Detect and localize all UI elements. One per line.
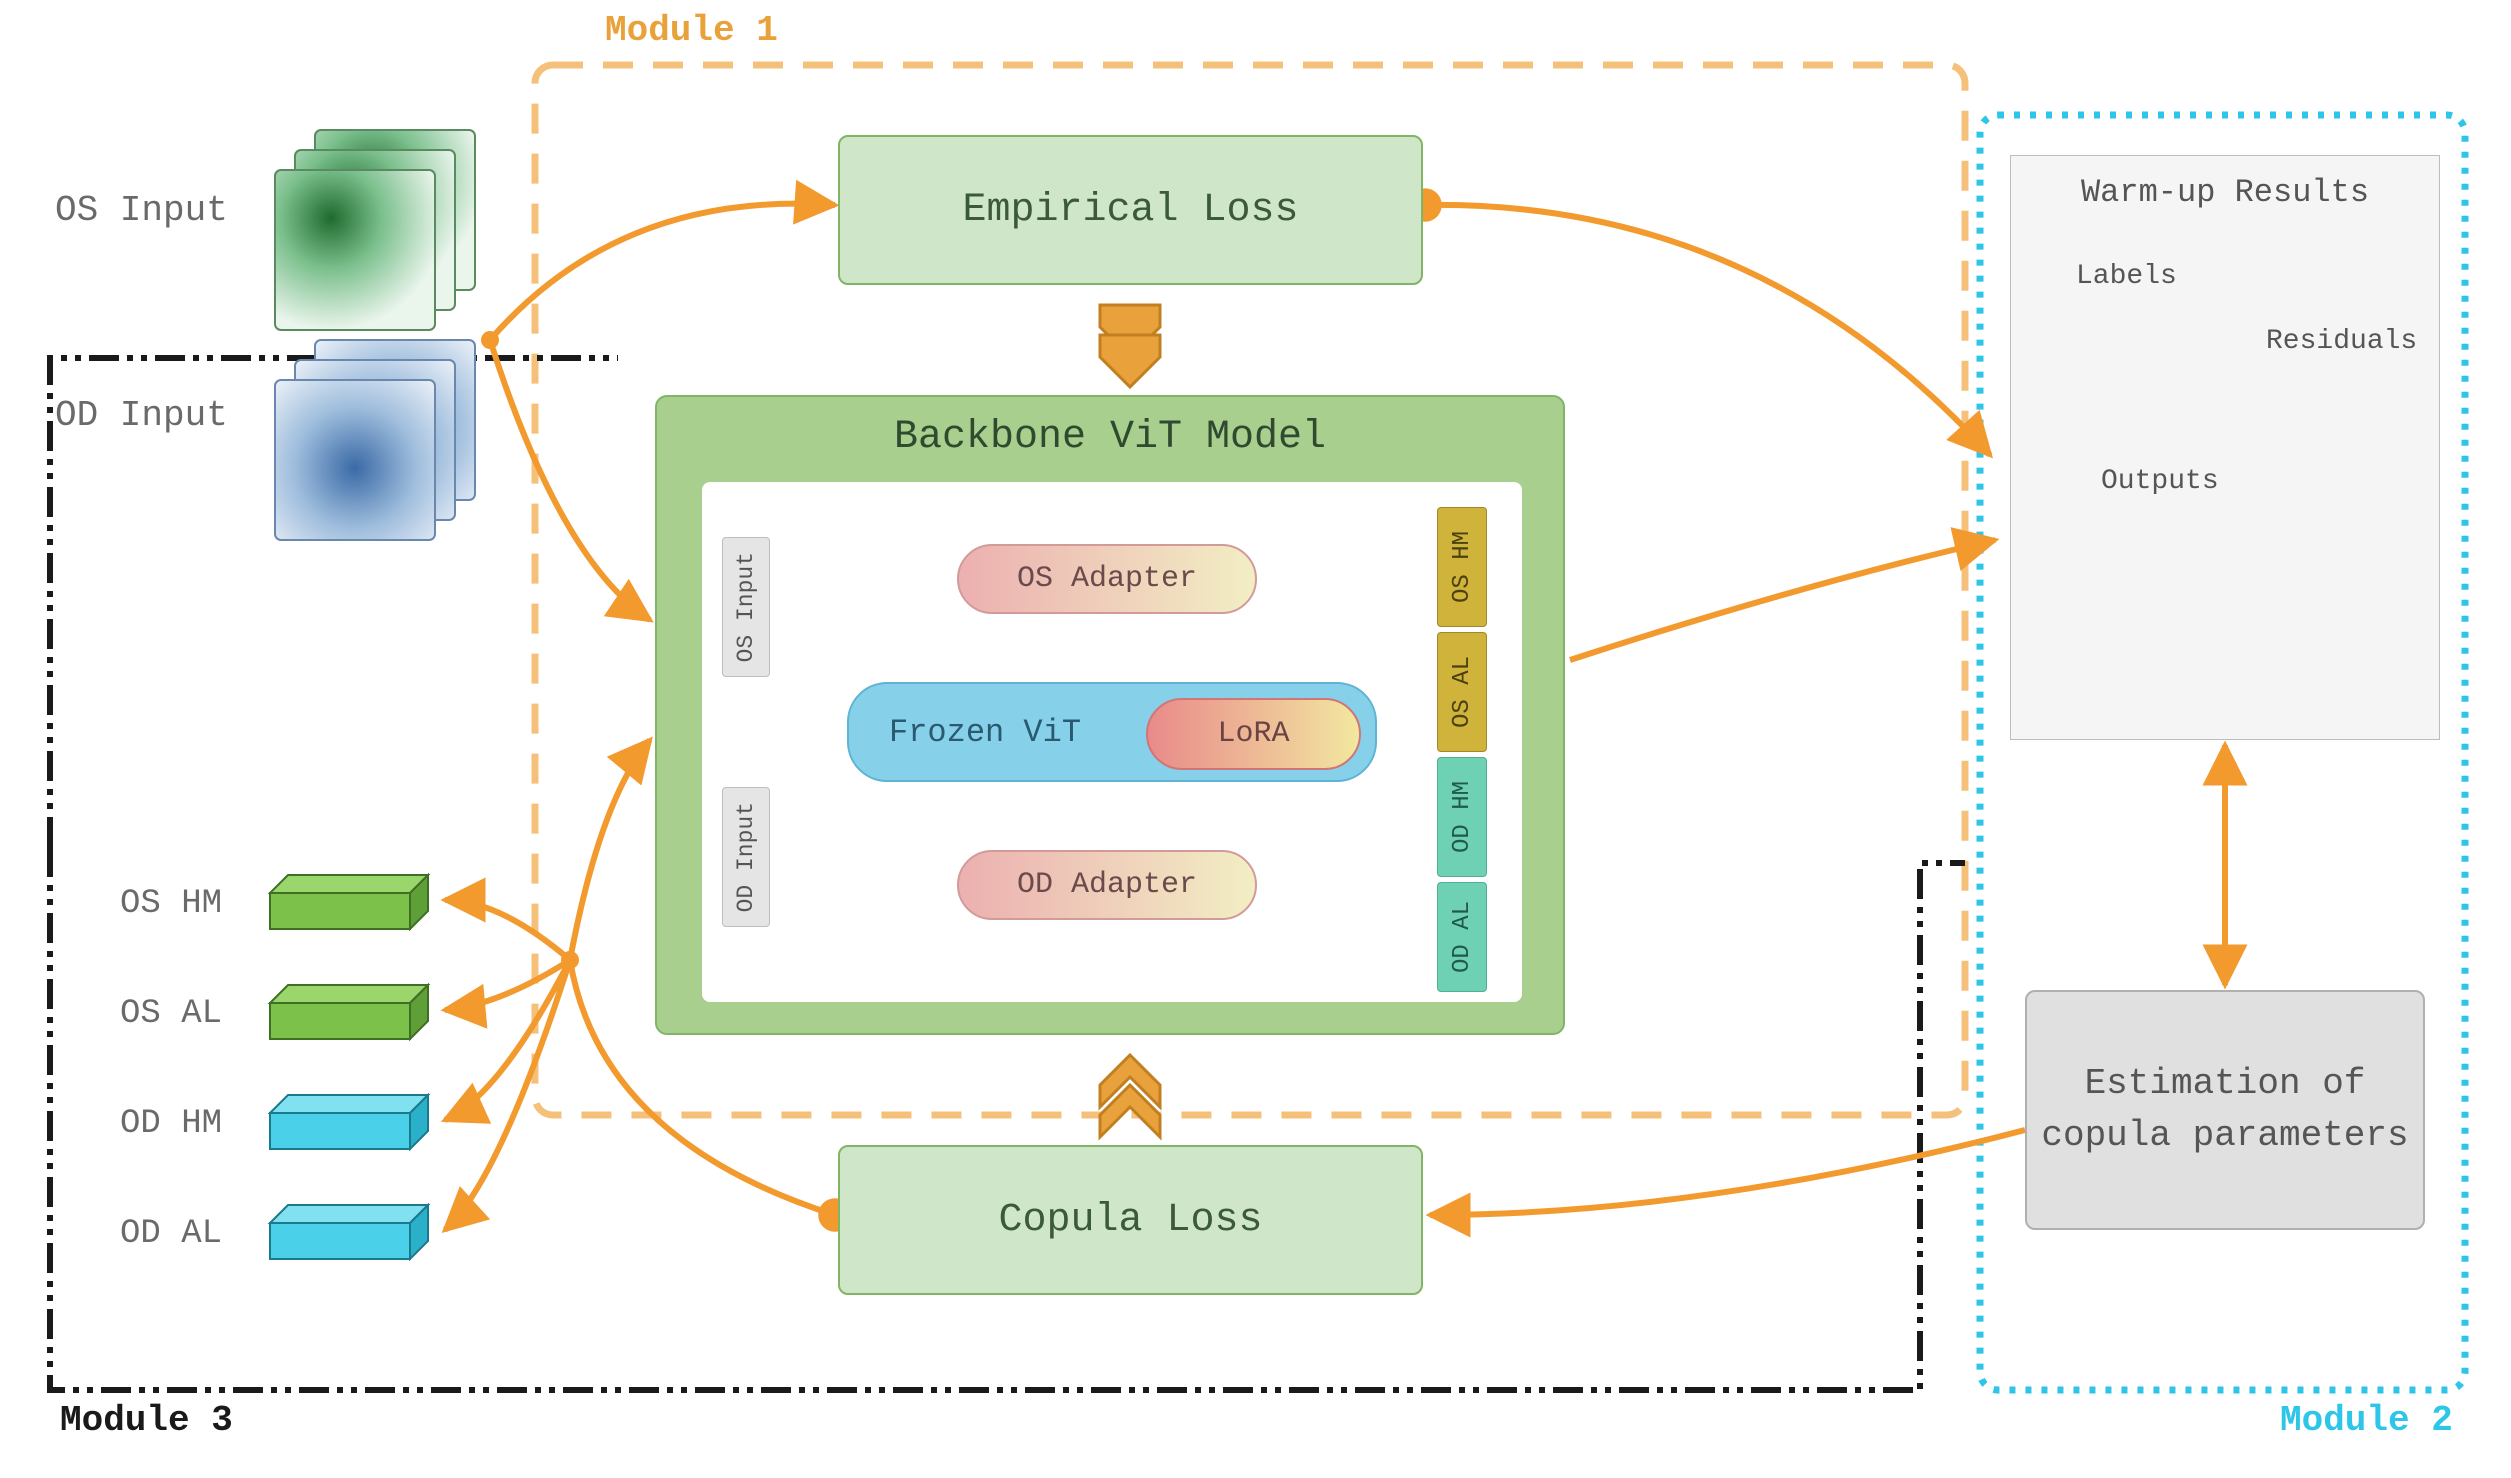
out-od-hm-label: OD HM	[120, 1105, 222, 1143]
empirical-loss-node: Empirical Loss	[838, 135, 1423, 285]
module2-label: Module 2	[2280, 1400, 2453, 1441]
backbone-os-input-text: OS Input	[733, 552, 759, 662]
head-od-al: OD AL	[1437, 882, 1487, 992]
warmup-labels-text: Labels	[2076, 261, 2177, 292]
warmup-panel: Warm-up Results Labels Outputs Residuals	[2010, 155, 2440, 740]
head-os-hm-text: OS HM	[1449, 531, 1476, 603]
module1-label: Module 1	[605, 10, 778, 51]
backbone-od-input-text: OD Input	[733, 802, 759, 912]
od-input-thumbs	[275, 340, 475, 540]
out-os-al-cuboid	[270, 985, 428, 1039]
frozen-vit: Frozen ViT LoRA	[847, 682, 1377, 782]
backbone-os-input: OS Input	[722, 537, 770, 677]
head-od-al-text: OD AL	[1449, 901, 1476, 973]
head-os-al: OS AL	[1437, 632, 1487, 752]
od-adapter-text: OD Adapter	[1017, 868, 1197, 902]
copula-est-node: Estimation of copula parameters	[2025, 990, 2425, 1230]
head-os-hm: OS HM	[1437, 507, 1487, 627]
lora-text: LoRA	[1217, 717, 1289, 751]
copula-loss-node: Copula Loss	[838, 1145, 1423, 1295]
chevron-down-icon	[1100, 305, 1160, 387]
out-os-hm-cuboid	[270, 875, 428, 929]
out-od-al-cuboid	[270, 1205, 428, 1259]
backbone-title: Backbone ViT Model	[657, 415, 1563, 460]
backbone-inner: OS Input OD Input OS Adapter Frozen ViT …	[702, 482, 1522, 1002]
os-adapter: OS Adapter	[957, 544, 1257, 614]
empirical-loss-text: Empirical Loss	[962, 188, 1298, 233]
od-input-label: OD Input	[55, 395, 228, 436]
os-input-thumbs	[275, 130, 475, 330]
out-os-hm-label: OS HM	[120, 885, 222, 923]
copula-est-line1: Estimation of	[2085, 1058, 2366, 1110]
backbone-od-input: OD Input	[722, 787, 770, 927]
copula-loss-text: Copula Loss	[998, 1198, 1262, 1243]
warmup-residuals-text: Residuals	[2266, 326, 2417, 357]
copula-est-line2: copula parameters	[2041, 1110, 2408, 1162]
warmup-outputs-text: Outputs	[2101, 466, 2219, 497]
backbone-node: Backbone ViT Model OS Input OD Input OS …	[655, 395, 1565, 1035]
os-adapter-text: OS Adapter	[1017, 562, 1197, 596]
frozen-vit-text: Frozen ViT	[889, 714, 1081, 751]
head-od-hm: OD HM	[1437, 757, 1487, 877]
lora: LoRA	[1146, 698, 1361, 770]
chevron-up-icon	[1100, 1055, 1160, 1137]
warmup-title: Warm-up Results	[2011, 174, 2439, 211]
out-od-hm-cuboid	[270, 1095, 428, 1149]
out-od-al-label: OD AL	[120, 1215, 222, 1253]
head-od-hm-text: OD HM	[1449, 781, 1476, 853]
module3-label: Module 3	[60, 1400, 233, 1441]
head-os-al-text: OS AL	[1449, 656, 1476, 728]
out-os-al-label: OS AL	[120, 995, 222, 1033]
od-adapter: OD Adapter	[957, 850, 1257, 920]
os-input-label: OS Input	[55, 190, 228, 231]
architecture-diagram: Module 1 Module 2 Module 3 OS Input OD I…	[0, 0, 2511, 1478]
